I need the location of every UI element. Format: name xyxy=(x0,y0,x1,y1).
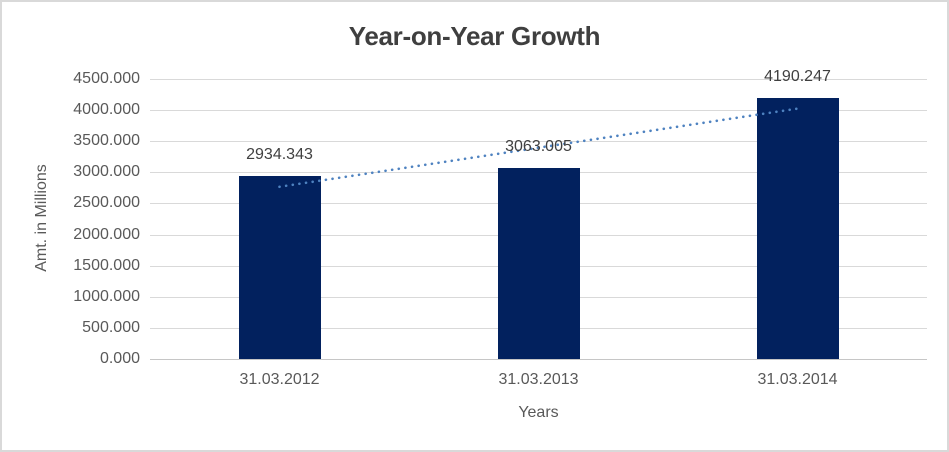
gridline xyxy=(150,141,927,143)
x-tick-label: 31.03.2014 xyxy=(757,371,838,388)
trendline-line xyxy=(278,107,799,189)
bar xyxy=(756,98,839,359)
y-tick-label: 4000.000 xyxy=(73,101,140,119)
y-tick-label: 500.000 xyxy=(82,318,140,336)
data-label: 3063.005 xyxy=(505,138,572,156)
y-tick-label: 2000.000 xyxy=(73,225,140,243)
x-tick-label: 31.03.2012 xyxy=(239,371,320,388)
chart-title: Year-on-Year Growth xyxy=(348,21,601,51)
y-tick-label: 3500.000 xyxy=(73,132,140,150)
plot-area: 2934.343 3063.005 4190.247 xyxy=(150,68,927,360)
x-tick-label: 31.03.2013 xyxy=(498,371,579,388)
y-tick-label: 4500.000 xyxy=(73,70,140,87)
gridline xyxy=(150,79,927,80)
bar xyxy=(497,168,580,359)
y-tick-label: 3000.000 xyxy=(73,163,140,181)
x-axis-title: Years xyxy=(518,404,559,421)
gridline xyxy=(150,110,927,112)
y-axis-tick-labels: 0.000 500.000 1000.000 1500.000 2000.000 2500… xyxy=(2,2,140,450)
trendline xyxy=(278,107,799,189)
x-axis-tick-labels: 31.03.2012 31.03.2013 31.03.2014 xyxy=(2,371,947,391)
y-tick-label: 1500.000 xyxy=(73,256,140,274)
y-tick-label: 1000.000 xyxy=(73,287,140,305)
data-label: 4190.247 xyxy=(764,68,831,86)
y-tick-label: 0.000 xyxy=(99,350,140,367)
data-label: 2934.343 xyxy=(246,146,313,164)
y-tick-label: 2500.000 xyxy=(73,194,140,212)
bar xyxy=(238,176,321,359)
x-axis-line xyxy=(150,359,927,360)
